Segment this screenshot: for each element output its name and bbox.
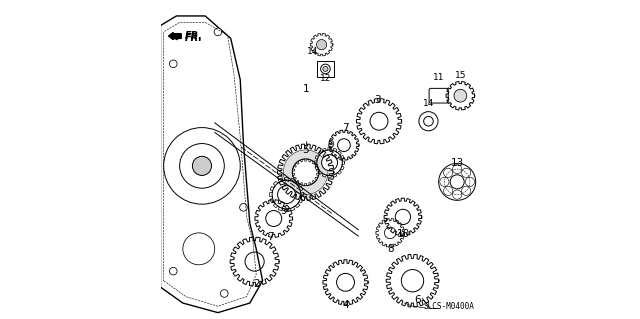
Circle shape — [214, 28, 221, 36]
Circle shape — [170, 267, 177, 275]
Text: 7: 7 — [268, 232, 274, 242]
Text: FR.: FR. — [184, 33, 202, 43]
Text: 7: 7 — [342, 123, 349, 133]
Text: 14: 14 — [307, 47, 319, 56]
Text: 4: 4 — [342, 300, 349, 310]
Text: SLCS-M0400A: SLCS-M0400A — [424, 302, 475, 311]
Text: 8: 8 — [387, 244, 394, 255]
Text: 9: 9 — [280, 205, 287, 216]
Circle shape — [321, 155, 337, 171]
Circle shape — [193, 156, 212, 175]
Circle shape — [317, 40, 326, 50]
FancyArrow shape — [168, 33, 181, 40]
Text: FR.: FR. — [184, 31, 202, 41]
Circle shape — [424, 116, 433, 126]
Circle shape — [239, 204, 247, 211]
Circle shape — [454, 89, 467, 102]
Circle shape — [284, 150, 328, 195]
Text: 15: 15 — [454, 71, 466, 80]
Text: 13: 13 — [451, 158, 464, 168]
Text: 14: 14 — [423, 99, 434, 108]
Text: 6: 6 — [414, 295, 420, 305]
Text: 10: 10 — [396, 229, 410, 240]
Text: 3: 3 — [374, 95, 381, 106]
Text: 11: 11 — [433, 73, 444, 82]
Text: 1: 1 — [302, 84, 309, 94]
Circle shape — [278, 186, 296, 204]
Circle shape — [220, 290, 228, 297]
Circle shape — [292, 159, 319, 186]
Circle shape — [323, 66, 328, 71]
Text: 2: 2 — [253, 279, 259, 289]
Circle shape — [170, 60, 177, 68]
Text: 9: 9 — [328, 140, 335, 150]
Text: 12: 12 — [320, 74, 331, 83]
Text: 5: 5 — [302, 145, 309, 155]
